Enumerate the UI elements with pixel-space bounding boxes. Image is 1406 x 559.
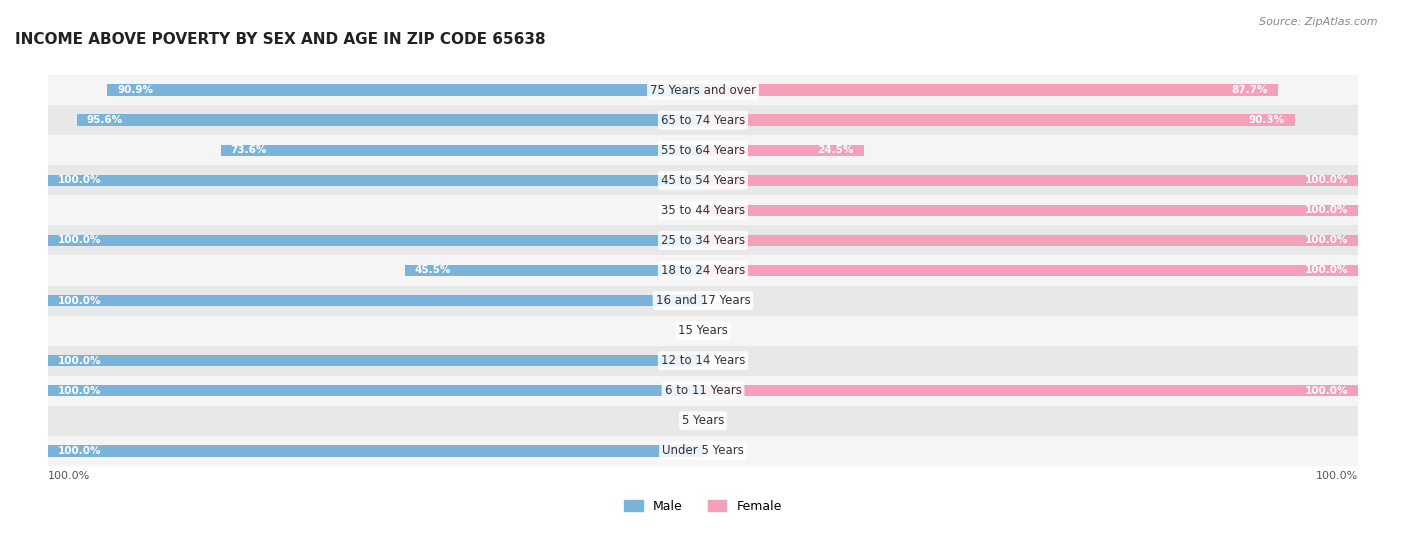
Bar xyxy=(48,355,703,366)
Text: 65 to 74 Years: 65 to 74 Years xyxy=(661,113,745,127)
Text: 35 to 44 Years: 35 to 44 Years xyxy=(661,204,745,217)
Bar xyxy=(48,295,703,306)
Bar xyxy=(48,165,1358,195)
Bar xyxy=(703,265,1358,276)
Text: INCOME ABOVE POVERTY BY SEX AND AGE IN ZIP CODE 65638: INCOME ABOVE POVERTY BY SEX AND AGE IN Z… xyxy=(15,32,546,48)
Text: 5 Years: 5 Years xyxy=(682,414,724,427)
Bar xyxy=(48,406,1358,436)
Bar xyxy=(48,385,703,396)
Bar xyxy=(221,145,703,156)
Text: 6 to 11 Years: 6 to 11 Years xyxy=(665,384,741,397)
Text: 24.5%: 24.5% xyxy=(817,145,853,155)
Bar xyxy=(48,376,1358,406)
Bar xyxy=(48,174,703,186)
Bar xyxy=(703,174,1358,186)
Bar xyxy=(703,205,1358,216)
Text: 90.9%: 90.9% xyxy=(117,85,153,95)
Text: 100.0%: 100.0% xyxy=(58,356,101,366)
Text: 100.0%: 100.0% xyxy=(58,446,101,456)
Text: 95.6%: 95.6% xyxy=(86,115,122,125)
Legend: Male, Female: Male, Female xyxy=(619,495,787,518)
Text: 100.0%: 100.0% xyxy=(48,471,90,481)
Bar xyxy=(48,436,1358,466)
Bar xyxy=(703,84,1278,96)
Text: 100.0%: 100.0% xyxy=(1305,176,1348,185)
Text: 45.5%: 45.5% xyxy=(415,266,451,276)
Text: 15 Years: 15 Years xyxy=(678,324,728,337)
Bar xyxy=(48,195,1358,225)
Text: 100.0%: 100.0% xyxy=(1316,471,1358,481)
Text: 55 to 64 Years: 55 to 64 Years xyxy=(661,144,745,157)
Bar xyxy=(703,115,1295,126)
Bar xyxy=(48,345,1358,376)
Bar xyxy=(48,225,1358,255)
Text: 100.0%: 100.0% xyxy=(1305,386,1348,396)
Bar xyxy=(48,135,1358,165)
Bar xyxy=(405,265,703,276)
Text: 25 to 34 Years: 25 to 34 Years xyxy=(661,234,745,247)
Text: 18 to 24 Years: 18 to 24 Years xyxy=(661,264,745,277)
Text: Under 5 Years: Under 5 Years xyxy=(662,444,744,457)
Bar xyxy=(703,235,1358,246)
Text: 100.0%: 100.0% xyxy=(1305,235,1348,245)
Text: 100.0%: 100.0% xyxy=(1305,205,1348,215)
Text: 75 Years and over: 75 Years and over xyxy=(650,84,756,97)
Bar xyxy=(48,445,703,457)
Bar xyxy=(703,145,863,156)
Text: 73.6%: 73.6% xyxy=(231,145,267,155)
Bar xyxy=(48,286,1358,316)
Bar xyxy=(48,235,703,246)
Text: 100.0%: 100.0% xyxy=(58,386,101,396)
Text: 16 and 17 Years: 16 and 17 Years xyxy=(655,294,751,307)
Text: 87.7%: 87.7% xyxy=(1232,85,1268,95)
Bar xyxy=(48,316,1358,345)
Bar xyxy=(76,115,703,126)
Bar xyxy=(48,105,1358,135)
Bar xyxy=(48,75,1358,105)
Bar xyxy=(703,385,1358,396)
Bar xyxy=(48,255,1358,286)
Text: 100.0%: 100.0% xyxy=(58,296,101,306)
Bar xyxy=(107,84,703,96)
Text: 100.0%: 100.0% xyxy=(58,176,101,185)
Text: 45 to 54 Years: 45 to 54 Years xyxy=(661,174,745,187)
Text: 100.0%: 100.0% xyxy=(58,235,101,245)
Text: 100.0%: 100.0% xyxy=(1305,266,1348,276)
Text: 90.3%: 90.3% xyxy=(1249,115,1285,125)
Text: 12 to 14 Years: 12 to 14 Years xyxy=(661,354,745,367)
Text: Source: ZipAtlas.com: Source: ZipAtlas.com xyxy=(1260,17,1378,27)
